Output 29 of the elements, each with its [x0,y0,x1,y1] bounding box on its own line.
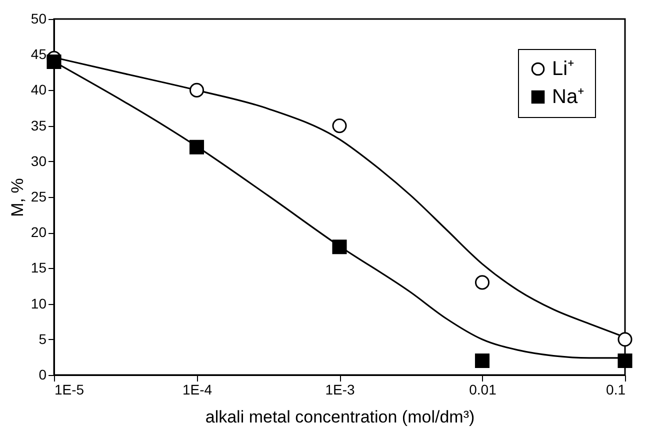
point [189,82,204,98]
y-tick-label: 50 [30,10,47,26]
legend-label: Na⁺ [552,86,585,108]
x-tick-label: 0.01 [469,382,497,398]
y-tick-label: 20 [30,224,47,240]
y-tick-label: 35 [30,117,47,134]
y-tick-label: 15 [30,260,47,276]
y-tick-label: 10 [30,295,47,312]
point [332,240,347,254]
x-axis-title: alkali metal concentration (mol/dm³) [205,408,475,426]
point [618,353,632,368]
x-tick-label: 1E-5 [54,382,84,398]
point [618,332,632,347]
legend-label: Li⁺ [552,58,575,80]
point [474,275,490,290]
y-tick-label: 5 [38,330,47,347]
y-tick-label: 40 [30,82,47,98]
point [332,118,347,134]
x-tick-label: 1E-4 [182,382,212,398]
point [46,54,62,69]
y-tick-label: 30 [30,152,47,169]
y-tick-label: 0 [38,366,47,382]
y-tick-label: 25 [30,188,47,204]
x-tick-label: 1E-3 [325,382,355,398]
point [189,140,204,154]
x-tick-label: 0.1 [606,382,626,398]
y-axis-title: M, % [8,178,27,217]
y-tick-label: 45 [30,46,47,62]
point [474,353,490,368]
